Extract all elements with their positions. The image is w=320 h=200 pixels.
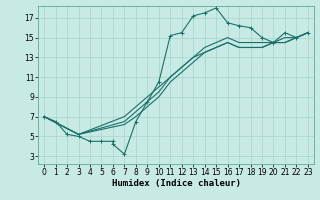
X-axis label: Humidex (Indice chaleur): Humidex (Indice chaleur) (111, 179, 241, 188)
